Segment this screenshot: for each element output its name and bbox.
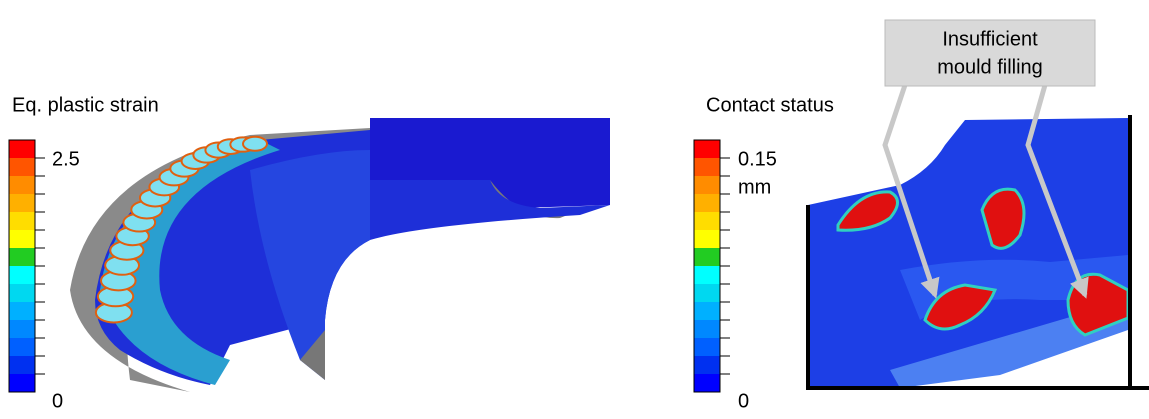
scale-min-label: 0: [738, 390, 749, 412]
colorbar-segment: [694, 302, 720, 321]
colorbar-segment: [694, 248, 720, 267]
colorbar-segment: [694, 338, 720, 357]
scale-max-label: 0.15: [738, 148, 777, 170]
colorbar-segment: [9, 356, 35, 375]
callout-line: Insufficient: [942, 28, 1038, 50]
colorbar-segment: [694, 266, 720, 285]
panel-title: Contact status: [706, 94, 834, 116]
colorbar-segment: [9, 176, 35, 195]
colorbar: [694, 140, 730, 393]
callout-line: mould filling: [937, 56, 1043, 78]
left-panel: Eq. plastic strain 2.5 0: [9, 94, 610, 412]
colorbar-segment: [9, 374, 35, 393]
colorbar-segment: [694, 284, 720, 303]
colorbar-segment: [9, 230, 35, 249]
colorbar-segment: [9, 248, 35, 267]
colorbar-segment: [694, 320, 720, 339]
colorbar-segment: [694, 158, 720, 177]
figure: Eq. plastic strain 2.5 0 Contact status …: [0, 0, 1149, 414]
panel-title: Eq. plastic strain: [12, 94, 159, 116]
colorbar-segment: [9, 266, 35, 285]
colorbar-segment: [694, 374, 720, 393]
colorbar-segment: [9, 320, 35, 339]
scale-unit-label: mm: [738, 176, 771, 198]
colorbar-segment: [9, 158, 35, 177]
colorbar-segment: [694, 140, 720, 159]
scale-min-label: 0: [52, 390, 63, 412]
colorbar: [9, 140, 45, 393]
colorbar-segment: [694, 176, 720, 195]
colorbar-segment: [694, 212, 720, 231]
colorbar-segment: [9, 212, 35, 231]
colorbar-segment: [694, 356, 720, 375]
colorbar-segment: [694, 194, 720, 213]
page: {"left_panel": {"title": "Eq. plastic st…: [0, 0, 1149, 414]
tooth: [243, 137, 267, 151]
colorbar-segment: [9, 338, 35, 357]
right-panel: Contact status 0.15 mm 0 Insufficient mo…: [694, 20, 1149, 412]
colorbar-segment: [9, 194, 35, 213]
colorbar-segment: [9, 284, 35, 303]
colorbar-segment: [9, 302, 35, 321]
colorbar-segment: [9, 140, 35, 159]
scale-max-label: 2.5: [52, 148, 80, 170]
colorbar-segment: [694, 230, 720, 249]
